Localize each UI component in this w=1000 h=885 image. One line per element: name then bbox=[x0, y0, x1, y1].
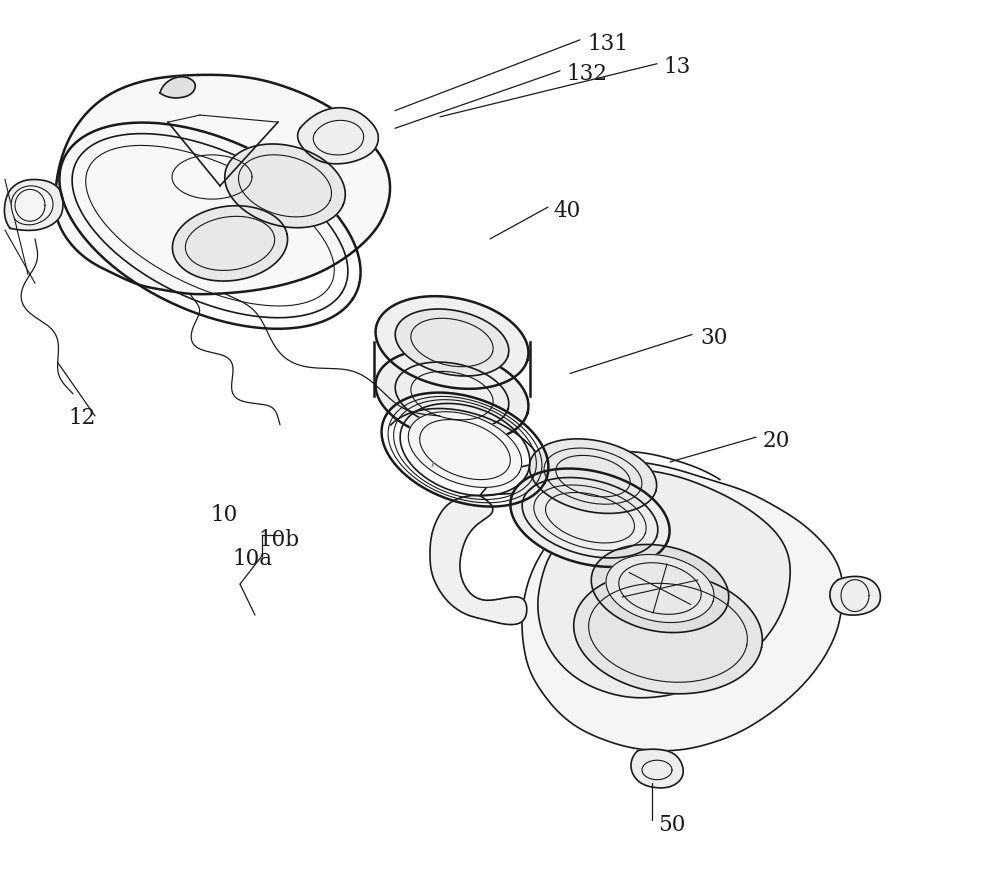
Polygon shape bbox=[225, 144, 345, 227]
Polygon shape bbox=[606, 555, 714, 622]
Polygon shape bbox=[55, 75, 390, 294]
Polygon shape bbox=[574, 572, 762, 694]
Polygon shape bbox=[11, 186, 53, 225]
Polygon shape bbox=[395, 309, 509, 376]
Polygon shape bbox=[376, 350, 528, 442]
Polygon shape bbox=[631, 750, 683, 788]
Text: 12: 12 bbox=[68, 407, 95, 428]
Text: 30: 30 bbox=[700, 327, 727, 349]
Text: 10b: 10b bbox=[258, 529, 299, 550]
Text: 131: 131 bbox=[587, 34, 628, 55]
Polygon shape bbox=[376, 296, 528, 389]
Polygon shape bbox=[172, 205, 288, 281]
Polygon shape bbox=[480, 458, 843, 750]
Text: 40: 40 bbox=[553, 200, 580, 221]
Polygon shape bbox=[160, 77, 195, 98]
Polygon shape bbox=[510, 468, 670, 567]
Polygon shape bbox=[538, 469, 790, 697]
Polygon shape bbox=[430, 496, 527, 625]
Text: 50: 50 bbox=[658, 814, 685, 835]
Polygon shape bbox=[408, 412, 522, 488]
Text: 10a: 10a bbox=[232, 549, 272, 570]
Text: 20: 20 bbox=[763, 430, 790, 451]
Polygon shape bbox=[529, 439, 657, 513]
Polygon shape bbox=[298, 108, 378, 164]
Text: ,: , bbox=[430, 450, 436, 469]
Polygon shape bbox=[4, 180, 63, 230]
Text: 132: 132 bbox=[566, 64, 607, 85]
Text: 10: 10 bbox=[210, 504, 237, 526]
Polygon shape bbox=[591, 544, 729, 633]
Text: 13: 13 bbox=[663, 57, 690, 78]
Polygon shape bbox=[830, 576, 880, 615]
